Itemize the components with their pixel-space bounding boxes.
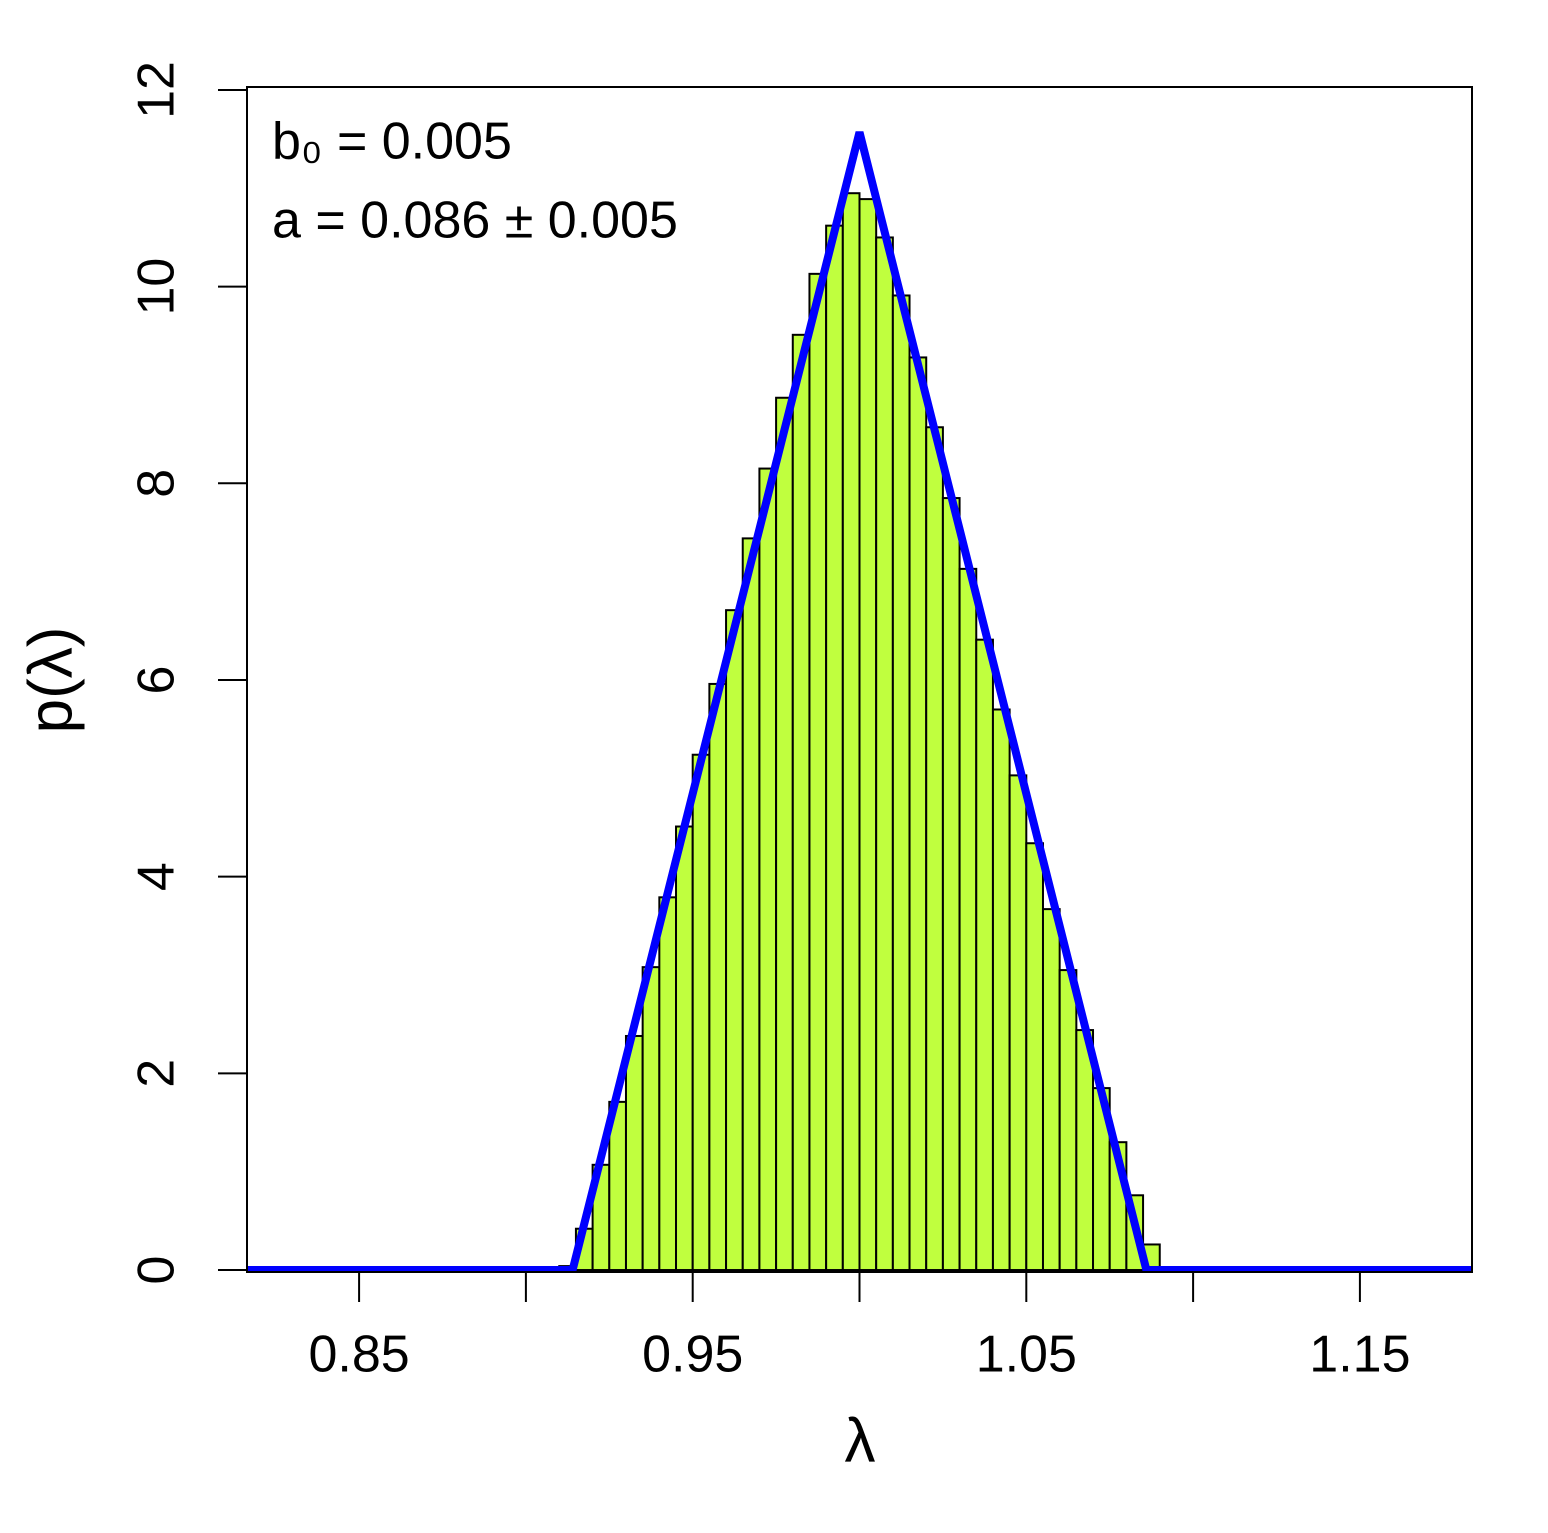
line-layer <box>247 131 1472 1272</box>
bar <box>825 224 844 1272</box>
bar <box>958 567 978 1272</box>
bar <box>725 609 744 1272</box>
y-tick-label: 12 <box>128 61 186 119</box>
y-axis-title: p(λ) <box>16 627 85 734</box>
bar <box>741 537 761 1272</box>
x-axis-title: λ <box>845 1406 876 1475</box>
y-tick-label: 10 <box>128 258 186 316</box>
bar <box>708 682 728 1272</box>
y-tick-label: 8 <box>128 469 186 498</box>
bar <box>1041 908 1061 1272</box>
bar <box>675 825 694 1272</box>
bar <box>841 192 861 1272</box>
bar <box>941 497 961 1272</box>
y-tick-label: 2 <box>128 1059 186 1088</box>
x-tick-label: 0.95 <box>642 1326 743 1384</box>
bar <box>891 294 911 1272</box>
annotation: a = 0.086 ± 0.005 <box>272 192 678 250</box>
y-tick-label: 4 <box>128 862 186 891</box>
bar <box>991 708 1011 1272</box>
bar <box>641 966 661 1272</box>
x-tick-label: 1.15 <box>1309 1326 1410 1384</box>
bar <box>808 272 828 1272</box>
bar <box>624 1034 644 1272</box>
y-tick-label: 6 <box>128 666 186 695</box>
bar <box>775 396 794 1272</box>
bar <box>858 198 878 1272</box>
bar <box>691 753 711 1272</box>
y-tick-label: 0 <box>128 1256 186 1285</box>
annotation: b₀ = 0.005 <box>272 113 512 171</box>
bar <box>1058 969 1078 1272</box>
x-tick-label: 1.05 <box>976 1326 1077 1384</box>
bar <box>758 467 778 1272</box>
bar <box>791 333 811 1272</box>
bar <box>1075 1029 1095 1272</box>
plot-frame <box>246 86 1473 1273</box>
bar <box>925 426 944 1272</box>
bar <box>975 638 994 1272</box>
bar <box>1008 774 1028 1272</box>
x-tick-label: 0.85 <box>308 1326 409 1384</box>
bar <box>875 236 894 1272</box>
bar <box>1025 842 1044 1272</box>
bar <box>908 356 928 1272</box>
bar <box>658 896 678 1272</box>
fit-line <box>247 131 1472 1272</box>
